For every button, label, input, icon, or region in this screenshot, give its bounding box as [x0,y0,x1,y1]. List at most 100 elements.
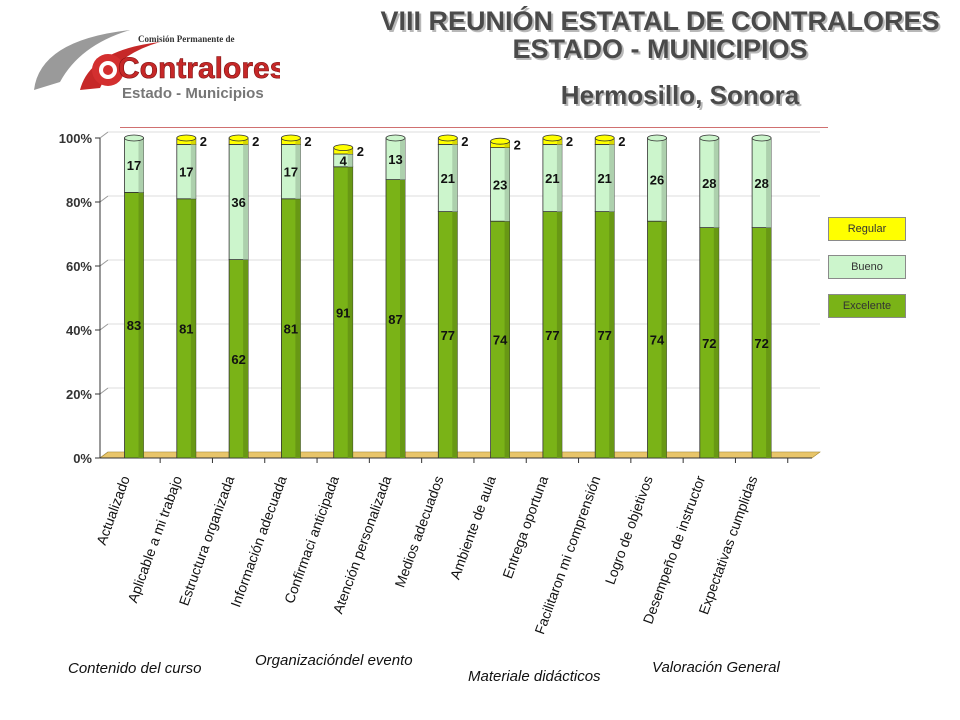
bar-shade [661,138,667,222]
bar-cap [228,134,249,142]
bar-shade [609,144,615,212]
value-label-bueno: 26 [650,173,664,188]
header-divider [120,127,828,128]
value-label-excelente: 77 [545,328,559,343]
gridline-side [99,387,109,395]
value-label-excelente: 77 [597,328,611,343]
bar-shade [190,138,196,145]
legend-item-excelente: Excelente [828,294,906,318]
bar-shade [295,138,301,145]
value-label-regular: 2 [461,134,468,149]
group-label-organizacion: Organizacióndel evento [255,652,413,669]
category-label: Atención personalizada [330,473,395,615]
bar-shade [766,138,772,228]
group-label-valoracion: Valoración General [652,659,780,676]
bar-shade [556,211,562,458]
y-tick-label: 100% [59,131,93,146]
value-label-regular: 2 [304,134,311,149]
value-label-excelente: 74 [650,333,665,348]
legend-item-regular: Regular [828,217,906,241]
bar-cap [647,134,667,142]
legend-label-excelente: Excelente [842,300,892,312]
value-label-bueno: 13 [388,152,402,167]
bar-cap [176,134,197,142]
value-label-excelente: 81 [179,321,193,336]
bar-shade [138,192,144,458]
bar-shade [556,138,562,145]
value-label-bueno: 21 [597,171,611,186]
category-label: Expectativas cumplidas [695,474,760,617]
legend-label-regular: Regular [847,223,887,235]
bar-shade [295,144,301,199]
bar-cap [594,134,615,142]
bar-cap [333,144,354,152]
bar-shade [661,221,667,458]
category-label: Ambiente de aula [447,473,499,581]
bar-shade [243,144,249,260]
category-label: Estructura organizada [176,473,238,607]
category-label: Actualizado [93,473,133,547]
bar-shade [347,147,353,154]
bar-cap [751,134,772,142]
value-label-bueno: 21 [441,171,455,186]
bar-shade [504,221,510,458]
bar-cap [124,134,144,142]
bar-shade [713,138,719,228]
bar-shade [190,198,196,459]
value-label-regular: 2 [514,137,521,152]
bar-shade [504,147,510,222]
bar-shade [347,154,353,167]
y-tick-label: 0% [73,451,92,466]
stacked-percent-bar-chart: 0% 20% 40% 60% 80% 100% 83 17 Actualizado 81 17 2 Ap… [59,131,821,636]
value-label-excelente: 62 [231,352,245,367]
gridline-side [99,259,109,267]
y-tick-label: 60% [66,259,92,274]
value-label-bueno: 17 [284,165,298,180]
value-label-excelente: 87 [388,312,402,327]
bar-shade [556,144,562,212]
bar-shade [243,259,249,458]
bar-cap [385,134,406,142]
bar-shade [190,144,196,199]
value-label-bueno: 17 [127,158,141,173]
page-subtitle: ESTADO - MUNICIPIOS [512,34,808,64]
value-label-regular: 2 [200,134,207,149]
bar-shade [138,138,144,193]
bar-shade [347,166,353,459]
category-label: Información adecuada [227,473,289,609]
value-label-bueno: 23 [493,177,507,192]
y-tick-label: 80% [66,195,92,210]
logo-small-text: Comisión Permanente de [138,34,235,44]
gridline-side [99,323,109,331]
value-label-bueno: 21 [545,171,559,186]
bar-cap [280,134,301,142]
bar-shade [766,227,772,458]
y-tick-label: 40% [66,323,92,338]
bar-shade [452,138,458,145]
value-label-excelente: 81 [284,321,298,336]
bar-shade [400,179,405,458]
value-label-regular: 2 [618,134,625,149]
gridline-side [99,195,109,203]
legend-label-bueno: Bueno [851,261,883,273]
category-label: Aplicable a mi trabajo [124,473,185,604]
logo-big-text: Contralores [118,52,280,85]
bar-shade [295,198,301,459]
value-label-excelente: 83 [127,318,141,333]
value-label-regular: 2 [252,134,259,149]
value-label-excelente: 91 [336,305,350,320]
value-label-bueno: 28 [754,176,768,191]
y-tick-label: 20% [66,387,92,402]
value-label-excelente: 72 [702,336,716,351]
bar-shade [400,138,405,180]
value-label-regular: 2 [566,134,573,149]
bar-cap [699,134,720,142]
value-label-bueno: 17 [179,165,193,180]
gridline-side [99,131,109,139]
value-label-bueno: 36 [231,195,245,210]
bar-cap [437,134,458,142]
bar-shade [609,138,615,145]
bar-shade [713,227,719,458]
value-label-excelente: 74 [493,333,508,348]
group-label-contenido: Contenido del curso [68,660,202,677]
